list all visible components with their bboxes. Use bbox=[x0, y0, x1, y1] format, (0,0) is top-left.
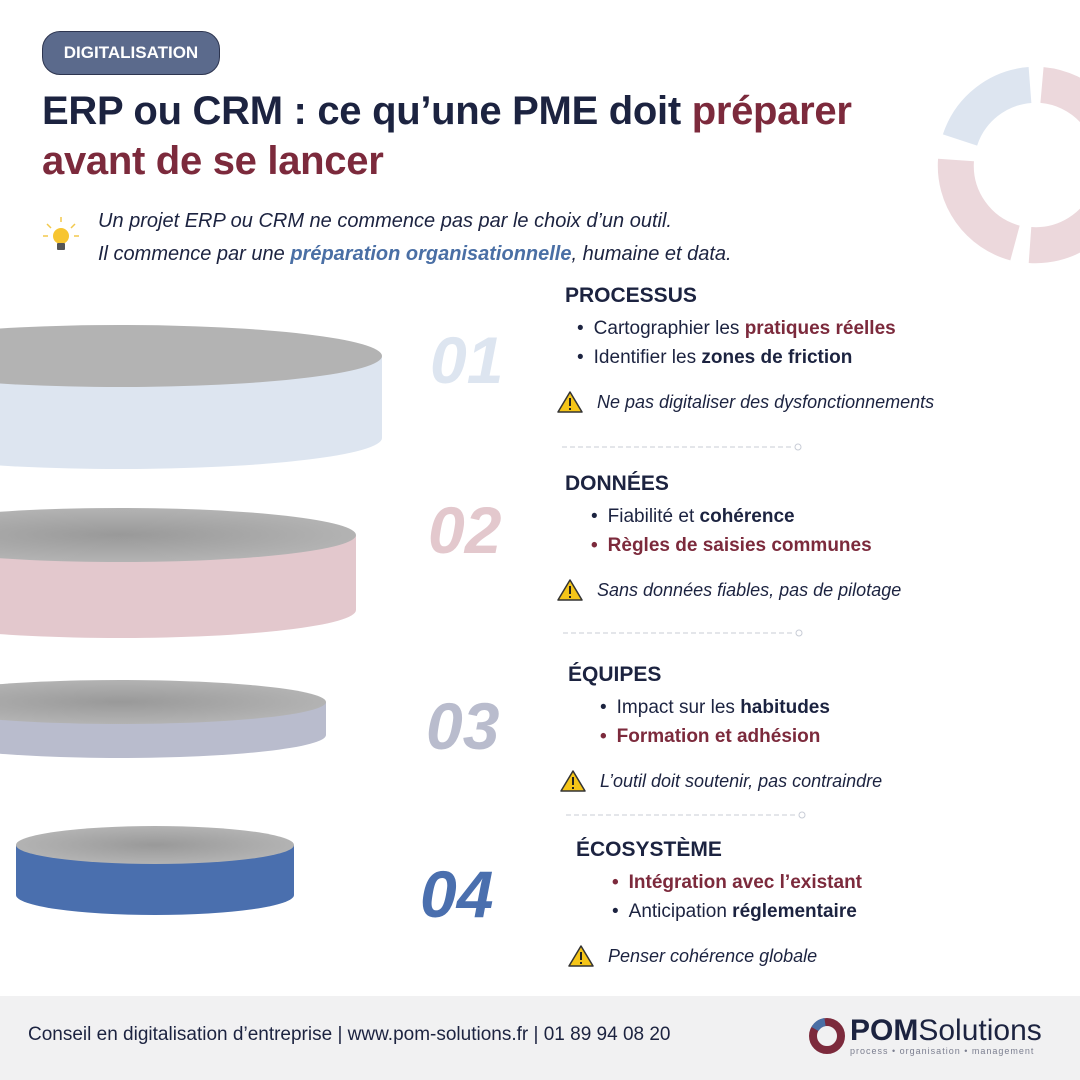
list-item: Impact sur les habitudes bbox=[600, 693, 882, 722]
warning-note: Penser cohérence globale bbox=[568, 944, 862, 968]
step-number-2: 02 bbox=[428, 493, 502, 567]
step-title: ÉCOSYSTÈME bbox=[576, 838, 722, 861]
step-processus: PROCESSUS Cartographier les pratiques ré… bbox=[557, 284, 934, 414]
warning-note: Ne pas digitaliser des dysfonctionnement… bbox=[557, 390, 934, 414]
warning-triangle-icon bbox=[568, 945, 594, 967]
cycle-arrows-icon bbox=[937, 67, 1080, 264]
footer-contact: Conseil en digitalisation d’entreprise |… bbox=[28, 1024, 671, 1045]
logo: POMSolutions process • organisation • ma… bbox=[808, 1016, 1042, 1056]
intro-text: Un projet ERP ou CRM ne commence pas par… bbox=[98, 205, 732, 271]
list-item: Règles de saisies communes bbox=[591, 531, 901, 560]
step-number-4: 04 bbox=[420, 857, 494, 931]
list-item: Identifier les zones de friction bbox=[577, 343, 934, 372]
lightbulb-icon bbox=[43, 217, 79, 250]
title-accent-line2: avant de se lancer bbox=[42, 139, 384, 183]
disk-3 bbox=[0, 680, 326, 758]
intro-line-1: Un projet ERP ou CRM ne commence pas par… bbox=[98, 210, 672, 232]
page-title: ERP ou CRM : ce qu’une PME doit préparer… bbox=[42, 86, 852, 186]
step-donnees: DONNÉES Fiabilité et cohérence Règles de… bbox=[557, 472, 901, 602]
step-number-3: 03 bbox=[426, 689, 500, 763]
disk-4 bbox=[16, 826, 294, 915]
step-number-1: 01 bbox=[430, 323, 504, 397]
divider bbox=[563, 629, 803, 637]
divider bbox=[566, 811, 806, 819]
disk-1 bbox=[0, 325, 382, 469]
warning-triangle-icon bbox=[557, 579, 583, 601]
step-equipes: ÉQUIPES Impact sur les habitudes Formati… bbox=[560, 663, 882, 793]
warning-note: L’outil doit soutenir, pas contraindre bbox=[560, 769, 882, 793]
category-badge: DIGITALISATION bbox=[42, 31, 220, 75]
intro-highlight: préparation organisationnelle bbox=[290, 243, 572, 265]
step-title: DONNÉES bbox=[565, 472, 669, 495]
divider bbox=[562, 443, 802, 451]
list-item: Fiabilité et cohérence bbox=[591, 502, 901, 531]
step-title: ÉQUIPES bbox=[568, 663, 662, 686]
logo-icon bbox=[809, 1018, 845, 1054]
list-item: Intégration avec l’existant bbox=[612, 868, 862, 897]
stacked-disks bbox=[0, 325, 382, 915]
intro-line-2: Il commence par une préparation organisa… bbox=[98, 243, 732, 265]
warning-triangle-icon bbox=[560, 770, 586, 792]
warning-triangle-icon bbox=[557, 391, 583, 413]
title-accent: préparer bbox=[691, 89, 852, 133]
warning-note: Sans données fiables, pas de pilotage bbox=[557, 578, 901, 602]
list-item: Cartographier les pratiques réelles bbox=[577, 314, 934, 343]
step-ecosysteme: ÉCOSYSTÈME Intégration avec l’existant A… bbox=[568, 838, 862, 968]
step-title: PROCESSUS bbox=[565, 284, 697, 307]
footer bbox=[0, 996, 1080, 1080]
title-text: ERP ou CRM : ce qu’une PME doit bbox=[42, 89, 692, 133]
list-item: Anticipation réglementaire bbox=[612, 897, 862, 926]
list-item: Formation et adhésion bbox=[600, 722, 882, 751]
disk-2 bbox=[0, 508, 356, 638]
